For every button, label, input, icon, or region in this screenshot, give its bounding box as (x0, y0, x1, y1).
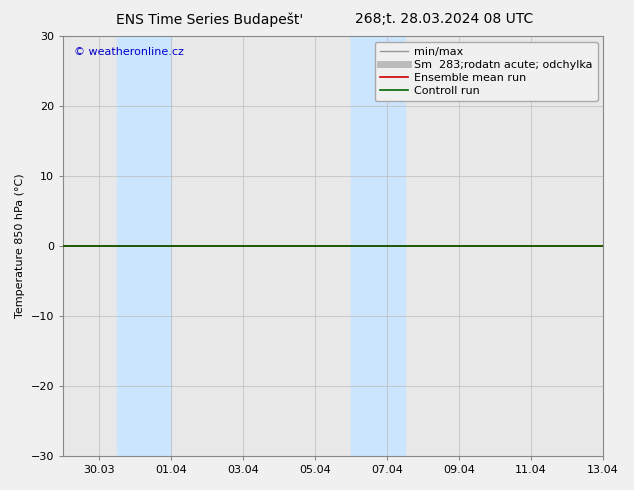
Legend: min/max, Sm  283;rodatn acute; odchylka, Ensemble mean run, Controll run: min/max, Sm 283;rodatn acute; odchylka, … (375, 42, 598, 101)
Y-axis label: Temperature 850 hPa (°C): Temperature 850 hPa (°C) (15, 174, 25, 318)
Bar (117, 36, 171, 456)
Text: © weatheronline.cz: © weatheronline.cz (74, 47, 184, 57)
Text: 268;t. 28.03.2024 08 UTC: 268;t. 28.03.2024 08 UTC (354, 12, 533, 26)
Bar (351, 36, 405, 456)
Text: ENS Time Series Budapešt': ENS Time Series Budapešt' (115, 12, 303, 27)
